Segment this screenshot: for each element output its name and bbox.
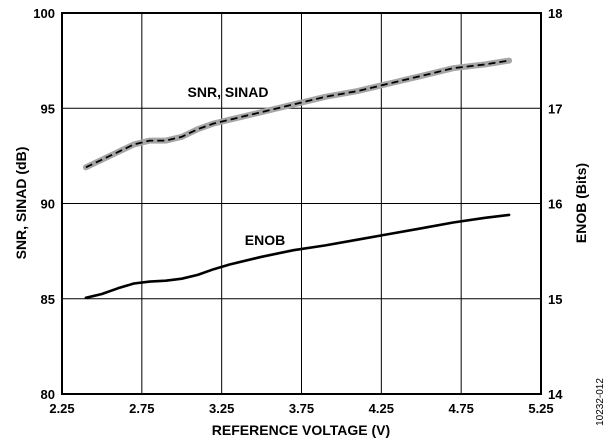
y2-tick-label: 18 [548,6,562,21]
y-tick-label: 85 [41,292,55,307]
y-tick-label: 90 [41,197,55,212]
annotation-snr-sinad: SNR, SINAD [188,84,269,100]
y2-tick-label: 14 [548,387,563,402]
snr-sinad-line-grey [82,57,513,171]
y-tick-label: 100 [33,6,55,21]
y-axis-label: SNR, SINAD (dB) [13,147,29,260]
plot-frame [61,12,542,395]
grid [61,12,542,395]
x-tick-label: 3.75 [289,401,314,416]
figure-id: 10232-012 [595,378,606,426]
annotation-enob: ENOB [245,232,285,248]
x-axis-label: REFERENCE VOLTAGE (V) [212,422,390,438]
enob-line [84,213,511,300]
x-tick-label: 5.25 [528,401,553,416]
x-tick-label: 4.75 [449,401,474,416]
x-tick-label: 3.25 [209,401,234,416]
x-tick-label: 2.25 [49,401,74,416]
y2-tick-label: 16 [548,197,562,212]
x-tick-label: 2.75 [129,401,154,416]
tick-labels: 2.25 2.75 3.25 3.75 4.25 4.75 5.25 80 85 90 95 100 1… [33,6,563,416]
y-tick-label: 95 [41,101,55,116]
series-layer [82,57,513,300]
x-tick-label: 4.25 [369,401,394,416]
y2-axis-label: ENOB (Bits) [573,163,589,243]
y2-tick-label: 17 [548,101,562,116]
y2-tick-label: 15 [548,292,562,307]
snr-sinad-line-dashed [85,59,510,169]
y-tick-label: 80 [41,387,55,402]
